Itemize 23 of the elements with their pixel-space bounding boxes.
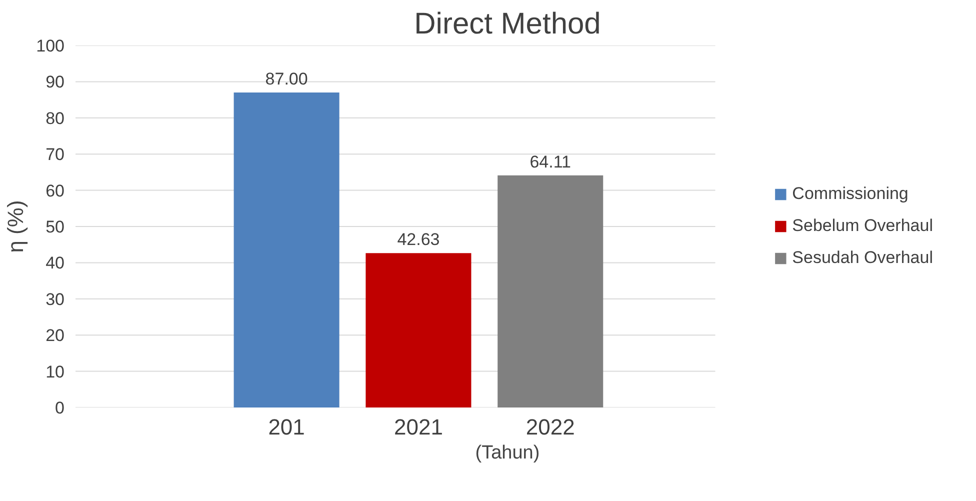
chart-title: Direct Method <box>414 8 601 40</box>
y-axis-title: η (%) <box>3 200 28 253</box>
y-tick-label: 50 <box>46 218 65 236</box>
x-axis-title: (Tahun) <box>475 442 540 464</box>
x-tick-label: 2022 <box>526 414 575 440</box>
y-tick-label: 0 <box>55 398 65 418</box>
data-label: 42.63 <box>397 230 440 250</box>
legend-label: Sesudah Overhaul <box>792 248 933 268</box>
y-tick-label: 40 <box>46 254 65 273</box>
y-tick-label: 20 <box>46 326 65 346</box>
y-tick-label: 60 <box>46 181 65 200</box>
y-tick-label: 70 <box>46 145 65 164</box>
y-tick-label: 30 <box>46 290 65 309</box>
data-label: 64.11 <box>530 152 572 172</box>
y-tick-label: 90 <box>46 72 65 92</box>
x-tick-label: 201 <box>268 414 305 440</box>
legend-label: Sebelum Overhaul <box>792 216 933 236</box>
y-tick-label: 100 <box>36 36 65 56</box>
data-label: 87.00 <box>265 70 308 89</box>
x-tick-label: 2021 <box>394 414 443 440</box>
y-tick-label: 80 <box>46 108 65 128</box>
legend-label: Commissioning <box>792 184 908 204</box>
y-tick-label: 10 <box>46 362 65 382</box>
